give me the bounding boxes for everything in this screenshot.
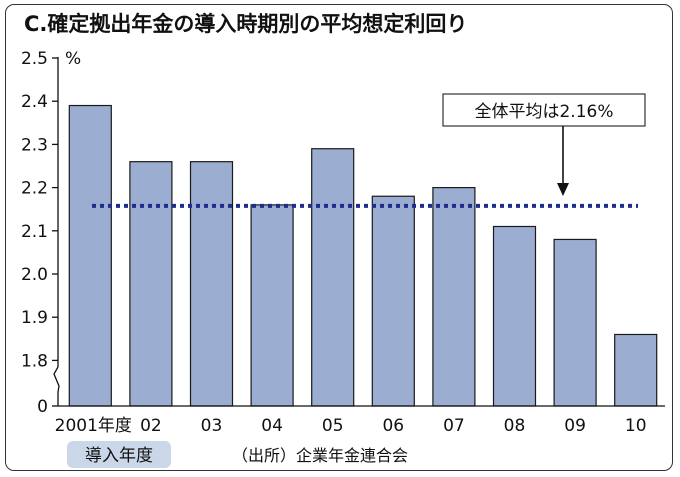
y-tick-label: 2.4 xyxy=(21,92,48,112)
bar-08 xyxy=(492,225,537,407)
average-callout-arrowhead xyxy=(557,183,569,196)
average-callout-box xyxy=(442,93,646,127)
bar-10 xyxy=(614,333,658,407)
y-tick-label: 2.1 xyxy=(21,222,48,242)
y-tick-label: 2.2 xyxy=(21,179,48,199)
y-tick-label: 2.3 xyxy=(21,135,48,155)
x-tick-label: 07 xyxy=(443,416,465,436)
x-tick-label: 05 xyxy=(322,416,344,436)
bar-05 xyxy=(311,148,355,407)
y-tick-label: 0 xyxy=(37,397,48,417)
bar-06 xyxy=(371,195,415,407)
chart-title: C.確定拠出年金の導入時期別の平均想定利回り xyxy=(24,12,467,36)
bar-09 xyxy=(553,238,597,407)
bar-03 xyxy=(189,161,234,407)
y-tick-label: 2.0 xyxy=(21,265,48,285)
x-axis-label: 導入年度 xyxy=(85,446,153,466)
x-tick-label: 09 xyxy=(564,416,586,436)
unit-label: % xyxy=(65,49,81,69)
bar-2001年度 xyxy=(68,104,112,407)
average-callout-label: 全体平均は2.16% xyxy=(474,102,613,122)
x-tick-label: 2001年度 xyxy=(55,416,132,436)
x-tick-label: 04 xyxy=(261,416,283,436)
xlabel-background xyxy=(67,441,171,468)
axis-break-mark xyxy=(53,366,60,406)
y-tick-label: 1.8 xyxy=(21,351,48,371)
x-tick-label: 08 xyxy=(504,416,526,436)
bar-07 xyxy=(432,187,476,407)
y-tick-label: 2.5 xyxy=(21,49,48,69)
bar-02 xyxy=(129,161,173,407)
x-tick-label: 03 xyxy=(201,416,223,436)
source-note: （出所）企業年金連合会 xyxy=(232,446,408,465)
y-tick-label: 1.9 xyxy=(21,308,48,328)
x-tick-label: 10 xyxy=(625,416,647,436)
bar-04 xyxy=(250,204,294,407)
x-tick-label: 02 xyxy=(140,416,162,436)
x-tick-label: 06 xyxy=(382,416,404,436)
